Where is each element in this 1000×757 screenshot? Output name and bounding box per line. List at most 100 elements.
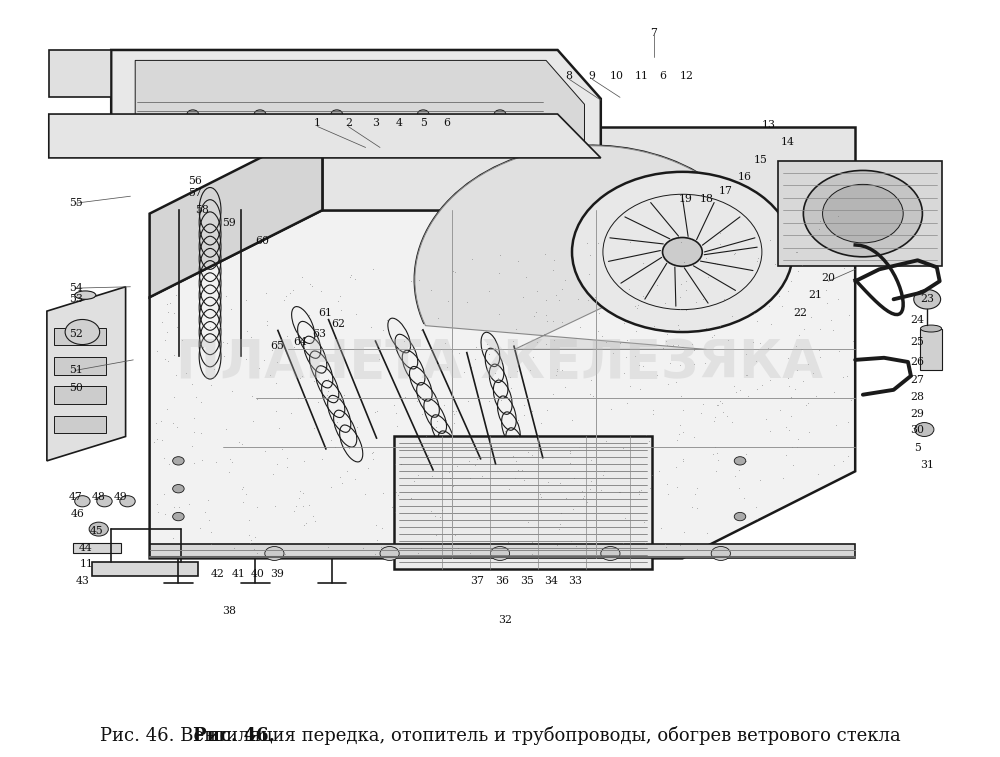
Point: [566, 472, 582, 484]
Point: [524, 547, 540, 559]
Text: 10: 10: [610, 71, 624, 82]
Point: [505, 450, 521, 463]
Point: [491, 308, 507, 320]
Point: [823, 314, 839, 326]
Point: [148, 416, 164, 428]
Point: [748, 355, 764, 367]
Text: 64: 64: [293, 338, 307, 347]
Point: [186, 456, 202, 469]
Point: [168, 369, 184, 381]
Point: [774, 300, 790, 312]
Point: [285, 284, 301, 296]
Point: [410, 469, 426, 481]
Point: [581, 268, 597, 280]
Point: [166, 391, 182, 403]
Point: [533, 417, 549, 429]
Circle shape: [331, 110, 343, 118]
Point: [388, 407, 404, 419]
Text: 60: 60: [255, 236, 269, 247]
Point: [636, 516, 652, 528]
Point: [683, 232, 699, 244]
Point: [672, 359, 688, 371]
Point: [587, 291, 603, 304]
Point: [536, 329, 552, 341]
Point: [446, 416, 462, 428]
Point: [738, 347, 754, 360]
Point: [778, 421, 794, 433]
Point: [579, 541, 595, 553]
Point: [738, 369, 754, 381]
Point: [549, 363, 565, 375]
Point: [243, 534, 259, 546]
Point: [520, 516, 536, 528]
Point: [282, 287, 298, 299]
Circle shape: [65, 319, 100, 344]
Point: [835, 455, 851, 467]
Point: [524, 449, 540, 461]
Circle shape: [187, 110, 199, 118]
Polygon shape: [778, 161, 942, 266]
Point: [658, 335, 674, 347]
Point: [234, 483, 250, 495]
Circle shape: [663, 238, 702, 266]
Point: [154, 316, 170, 329]
Point: [347, 273, 363, 285]
Point: [669, 481, 685, 494]
Point: [670, 339, 686, 351]
Point: [347, 473, 363, 485]
Point: [700, 271, 716, 283]
Point: [224, 456, 240, 468]
Point: [510, 464, 526, 476]
Point: [245, 415, 261, 427]
Point: [292, 485, 308, 497]
Point: [430, 312, 446, 324]
Point: [274, 443, 290, 455]
Point: [296, 519, 312, 531]
Text: 21: 21: [808, 290, 822, 300]
Circle shape: [97, 496, 112, 507]
Point: [197, 506, 213, 519]
Point: [788, 341, 804, 353]
Point: [218, 422, 234, 435]
Point: [760, 342, 776, 354]
Point: [449, 459, 465, 472]
Point: [522, 364, 538, 376]
Point: [699, 527, 715, 539]
Point: [239, 325, 255, 337]
Point: [835, 371, 851, 383]
Circle shape: [380, 547, 399, 560]
Point: [384, 501, 400, 513]
Point: [649, 279, 665, 291]
Point: [389, 420, 405, 432]
Point: [406, 375, 422, 387]
Point: [727, 247, 743, 259]
Point: [596, 465, 612, 477]
Point: [166, 349, 182, 361]
Bar: [54, 386, 106, 403]
Point: [686, 344, 702, 356]
Point: [676, 256, 692, 268]
Point: [363, 321, 379, 333]
Point: [689, 502, 705, 514]
Point: [645, 404, 661, 416]
Point: [290, 391, 306, 403]
Point: [166, 501, 182, 513]
Point: [238, 353, 254, 365]
Point: [785, 459, 801, 471]
Point: [434, 504, 450, 516]
Point: [605, 347, 621, 359]
Point: [268, 404, 284, 416]
Point: [386, 399, 402, 411]
Point: [749, 383, 765, 395]
Text: 59: 59: [222, 218, 236, 228]
Point: [440, 295, 456, 307]
Point: [574, 484, 590, 497]
Circle shape: [265, 547, 284, 560]
Point: [662, 357, 678, 369]
Point: [665, 339, 681, 351]
Point: [772, 404, 788, 416]
Point: [159, 403, 175, 415]
Point: [320, 373, 336, 385]
Point: [684, 338, 700, 350]
Point: [481, 363, 497, 375]
